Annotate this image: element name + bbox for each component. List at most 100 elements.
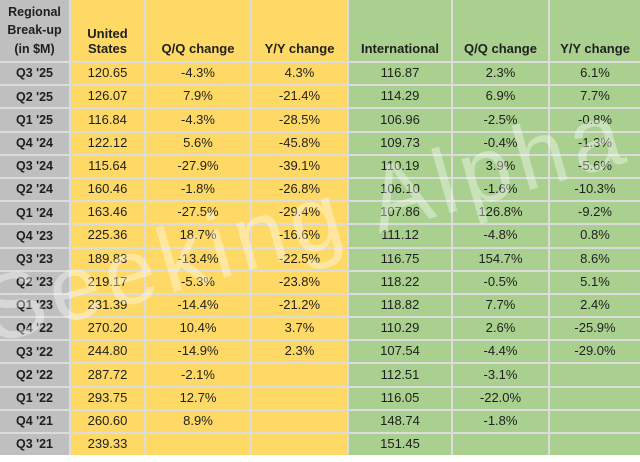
intl-value-cell: 116.05 <box>349 387 451 409</box>
intl-yy-cell: 0.8% <box>550 225 640 247</box>
intl-yy-cell: -25.9% <box>550 318 640 340</box>
row-label: Q4 '23 <box>0 225 69 247</box>
us-value-cell: 239.33 <box>71 434 144 456</box>
row-label: Q3 '24 <box>0 155 69 177</box>
intl-value-cell: 106.10 <box>349 178 451 201</box>
intl-qq-cell: 6.9% <box>453 86 548 108</box>
us-value-cell: 225.36 <box>71 225 144 247</box>
intl-qq-cell: -2.5% <box>453 109 548 131</box>
us-value-cell: 231.39 <box>71 294 144 317</box>
row-label: Q3 '23 <box>0 248 69 270</box>
corner-header: Regional Break-up (in $M) <box>0 0 69 61</box>
intl-yy-column-header: Y/Y change <box>550 0 640 61</box>
row-label: Q4 '22 <box>0 318 69 340</box>
intl-yy-cell <box>550 410 640 432</box>
us-qq-cell: -14.9% <box>146 341 250 363</box>
us-qq-cell: -4.3% <box>146 63 250 85</box>
us-qq-cell: 10.4% <box>146 318 250 340</box>
intl-qq-cell: -3.1% <box>453 364 548 386</box>
us-column-header: United States <box>71 0 144 61</box>
intl-value-cell: 107.86 <box>349 202 451 224</box>
us-yy-cell: -45.8% <box>252 132 347 154</box>
row-label: Q1 '22 <box>0 387 69 409</box>
us-yy-cell <box>252 387 347 409</box>
row-label: Q3 '22 <box>0 341 69 363</box>
intl-yy-cell: -29.0% <box>550 341 640 363</box>
us-yy-cell: 3.7% <box>252 318 347 340</box>
intl-qq-cell: 7.7% <box>453 294 548 317</box>
intl-value-cell: 116.87 <box>349 63 451 85</box>
us-qq-column-header: Q/Q change <box>146 0 250 61</box>
intl-qq-column-header: Q/Q change <box>453 0 548 61</box>
intl-qq-cell: 2.3% <box>453 63 548 85</box>
us-qq-cell: -2.1% <box>146 364 250 386</box>
us-yy-cell: -28.5% <box>252 109 347 131</box>
us-value-cell: 287.72 <box>71 364 144 386</box>
intl-yy-cell: 6.1% <box>550 63 640 85</box>
intl-qq-cell: -4.8% <box>453 225 548 247</box>
us-yy-cell: -39.1% <box>252 155 347 177</box>
intl-yy-cell: -9.2% <box>550 202 640 224</box>
intl-value-cell: 151.45 <box>349 434 451 456</box>
us-value-cell: 122.12 <box>71 132 144 154</box>
intl-value-cell: 118.22 <box>349 271 451 293</box>
us-yy-cell: 2.3% <box>252 341 347 363</box>
intl-value-cell: 112.51 <box>349 364 451 386</box>
intl-qq-cell: 154.7% <box>453 248 548 270</box>
row-label: Q4 '24 <box>0 132 69 154</box>
us-yy-cell <box>252 364 347 386</box>
intl-qq-cell: 126.8% <box>453 202 548 224</box>
us-qq-cell: -13.4% <box>146 248 250 270</box>
us-value-cell: 120.65 <box>71 63 144 85</box>
intl-qq-cell: -0.4% <box>453 132 548 154</box>
intl-yy-cell <box>550 387 640 409</box>
row-label: Q4 '21 <box>0 410 69 432</box>
us-yy-cell: -22.5% <box>252 248 347 270</box>
us-qq-cell: 5.6% <box>146 132 250 154</box>
us-yy-column-header: Y/Y change <box>252 0 347 61</box>
us-yy-cell: -29.4% <box>252 202 347 224</box>
us-value-cell: 219.17 <box>71 271 144 293</box>
us-yy-cell: -16.6% <box>252 225 347 247</box>
intl-yy-cell: -0.8% <box>550 109 640 131</box>
us-yy-cell: -23.8% <box>252 271 347 293</box>
us-yy-cell: -26.8% <box>252 178 347 201</box>
intl-yy-cell: 5.1% <box>550 271 640 293</box>
intl-value-cell: 109.73 <box>349 132 451 154</box>
us-value-cell: 126.07 <box>71 86 144 108</box>
row-label: Q3 '25 <box>0 63 69 85</box>
us-qq-cell: -1.8% <box>146 178 250 201</box>
intl-yy-cell <box>550 364 640 386</box>
intl-yy-cell: -5.6% <box>550 155 640 177</box>
intl-value-cell: 110.19 <box>349 155 451 177</box>
us-qq-cell: -27.9% <box>146 155 250 177</box>
us-qq-cell: 7.9% <box>146 86 250 108</box>
us-yy-cell <box>252 410 347 432</box>
intl-column-header: International <box>349 0 451 61</box>
us-qq-cell <box>146 434 250 456</box>
us-qq-cell: -14.4% <box>146 294 250 317</box>
us-yy-cell: 4.3% <box>252 63 347 85</box>
us-value-cell: 260.60 <box>71 410 144 432</box>
intl-yy-cell: 7.7% <box>550 86 640 108</box>
us-value-cell: 163.46 <box>71 202 144 224</box>
us-yy-cell <box>252 434 347 456</box>
intl-qq-cell: -1.8% <box>453 410 548 432</box>
intl-qq-cell: 3.9% <box>453 155 548 177</box>
intl-qq-cell: -4.4% <box>453 341 548 363</box>
us-value-cell: 270.20 <box>71 318 144 340</box>
us-value-cell: 293.75 <box>71 387 144 409</box>
us-qq-cell: -4.3% <box>146 109 250 131</box>
intl-value-cell: 148.74 <box>349 410 451 432</box>
intl-qq-cell: -0.5% <box>453 271 548 293</box>
intl-yy-cell: -1.3% <box>550 132 640 154</box>
intl-value-cell: 106.96 <box>349 109 451 131</box>
row-label: Q2 '22 <box>0 364 69 386</box>
row-label: Q2 '25 <box>0 86 69 108</box>
us-yy-cell: -21.4% <box>252 86 347 108</box>
row-label: Q3 '21 <box>0 434 69 456</box>
intl-qq-cell: 2.6% <box>453 318 548 340</box>
intl-yy-cell: 2.4% <box>550 294 640 317</box>
intl-qq-cell <box>453 434 548 456</box>
